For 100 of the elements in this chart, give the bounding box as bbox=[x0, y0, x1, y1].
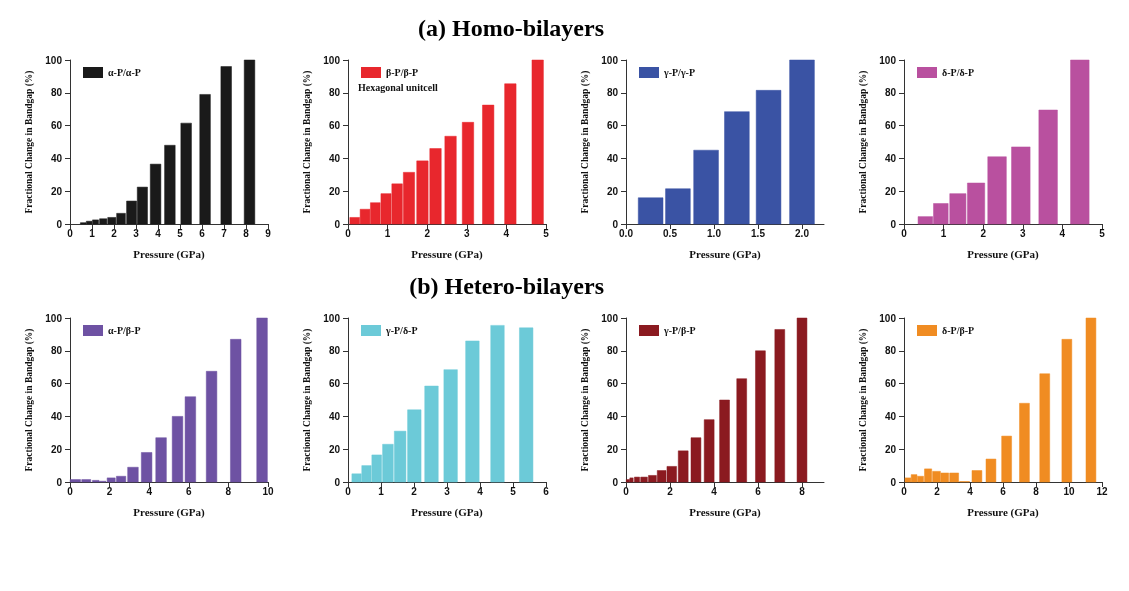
x-tick-label: 2 bbox=[980, 227, 987, 239]
bar bbox=[1085, 317, 1097, 483]
x-tick-label: 2 bbox=[106, 485, 113, 497]
y-axis-title: Fractional Change in Bandgap (%) bbox=[24, 70, 35, 214]
y-tick-label: 60 bbox=[884, 120, 897, 132]
bar bbox=[155, 437, 167, 483]
bar bbox=[1061, 339, 1073, 483]
x-tick-label: 0.5 bbox=[663, 227, 678, 239]
x-tick-label: 2.0 bbox=[795, 227, 810, 239]
y-tick-label: 60 bbox=[606, 378, 619, 390]
y-tick-label: 20 bbox=[884, 443, 897, 455]
y-tick-label: 100 bbox=[323, 54, 341, 66]
bar bbox=[736, 378, 747, 483]
x-tick-label: 4 bbox=[967, 485, 974, 497]
bar bbox=[719, 399, 730, 483]
y-axis-title: Fractional Change in Bandgap (%) bbox=[24, 328, 35, 472]
bar bbox=[755, 90, 782, 225]
x-tick-label: 5 bbox=[543, 227, 550, 239]
y-tick-label: 0 bbox=[56, 218, 63, 230]
bar bbox=[443, 369, 458, 483]
bar bbox=[206, 371, 218, 483]
x-tick-label: 3 bbox=[464, 227, 471, 239]
bar bbox=[774, 329, 785, 483]
bar bbox=[693, 149, 719, 225]
y-tick-label: 40 bbox=[884, 152, 897, 164]
y-tick-label: 80 bbox=[328, 345, 341, 357]
bar bbox=[724, 111, 750, 225]
bar bbox=[519, 327, 534, 483]
bar bbox=[424, 385, 439, 483]
y-tick-label: 20 bbox=[606, 443, 619, 455]
x-tick-label: 4 bbox=[477, 485, 484, 497]
x-tick-label: 0 bbox=[901, 485, 908, 497]
x-tick-label: 0 bbox=[345, 227, 352, 239]
bar bbox=[1019, 403, 1030, 483]
bar bbox=[243, 59, 256, 225]
x-tick-label: 2 bbox=[411, 485, 418, 497]
bar bbox=[796, 317, 808, 483]
y-tick-label: 60 bbox=[50, 120, 63, 132]
y-tick-label: 60 bbox=[328, 120, 341, 132]
y-tick-label: 100 bbox=[323, 312, 341, 324]
legend-label: δ-P/δ-P bbox=[942, 67, 975, 78]
y-tick-label: 80 bbox=[50, 345, 63, 357]
bar bbox=[985, 458, 997, 483]
y-tick-label: 40 bbox=[606, 152, 619, 164]
y-tick-label: 80 bbox=[50, 87, 63, 99]
y-tick-label: 100 bbox=[879, 54, 897, 66]
y-tick-label: 40 bbox=[328, 152, 341, 164]
y-tick-label: 40 bbox=[884, 410, 897, 422]
x-tick-label: 8 bbox=[243, 227, 250, 239]
y-axis-title: Fractional Change in Bandgap (%) bbox=[302, 328, 313, 472]
y-tick-label: 40 bbox=[328, 410, 341, 422]
x-tick-label: 4 bbox=[146, 485, 153, 497]
y-tick-label: 100 bbox=[879, 312, 897, 324]
bar bbox=[531, 59, 544, 225]
y-tick-label: 20 bbox=[884, 185, 897, 197]
y-axis-title: Fractional Change in Bandgap (%) bbox=[580, 70, 591, 214]
x-axis-title: Pressure (GPa) bbox=[967, 505, 1040, 519]
bar bbox=[490, 325, 505, 483]
x-tick-label: 10 bbox=[1063, 485, 1075, 497]
y-axis-title: Fractional Change in Bandgap (%) bbox=[580, 328, 591, 472]
y-tick-label: 20 bbox=[50, 443, 63, 455]
x-axis-title: Pressure (GPa) bbox=[689, 505, 762, 519]
y-axis-title: Fractional Change in Bandgap (%) bbox=[858, 328, 869, 472]
x-tick-label: 1.0 bbox=[707, 227, 722, 239]
x-tick-label: 0 bbox=[67, 485, 74, 497]
x-tick-label: 9 bbox=[265, 227, 272, 239]
bar bbox=[1011, 146, 1031, 225]
bar bbox=[256, 317, 268, 483]
bar bbox=[1038, 109, 1058, 225]
bar bbox=[482, 104, 495, 225]
bar bbox=[180, 122, 192, 225]
x-tick-label: 6 bbox=[186, 485, 193, 497]
x-tick-label: 4 bbox=[711, 485, 718, 497]
y-tick-label: 60 bbox=[50, 378, 63, 390]
bar bbox=[465, 340, 480, 483]
y-tick-label: 20 bbox=[328, 185, 341, 197]
x-tick-label: 2 bbox=[111, 227, 118, 239]
y-tick-label: 40 bbox=[606, 410, 619, 422]
bar bbox=[755, 350, 766, 483]
x-axis-title: Pressure (GPa) bbox=[133, 505, 206, 519]
y-tick-label: 20 bbox=[606, 185, 619, 197]
y-tick-label: 80 bbox=[328, 87, 341, 99]
bar bbox=[150, 163, 162, 225]
x-tick-label: 2 bbox=[934, 485, 941, 497]
y-tick-label: 60 bbox=[328, 378, 341, 390]
x-tick-label: 12 bbox=[1096, 485, 1108, 497]
y-axis-title: Fractional Change in Bandgap (%) bbox=[302, 70, 313, 214]
bar bbox=[199, 94, 211, 225]
x-tick-label: 4 bbox=[503, 227, 510, 239]
bar bbox=[987, 156, 1007, 225]
x-axis-title: Pressure (GPa) bbox=[967, 247, 1040, 261]
y-tick-label: 80 bbox=[606, 345, 619, 357]
x-tick-label: 1 bbox=[384, 227, 391, 239]
y-tick-label: 0 bbox=[890, 218, 897, 230]
x-tick-label: 5 bbox=[510, 485, 517, 497]
x-tick-label: 6 bbox=[199, 227, 206, 239]
bar bbox=[141, 452, 153, 483]
bar bbox=[220, 66, 232, 225]
x-tick-label: 2 bbox=[667, 485, 674, 497]
x-axis-title: Pressure (GPa) bbox=[411, 505, 484, 519]
